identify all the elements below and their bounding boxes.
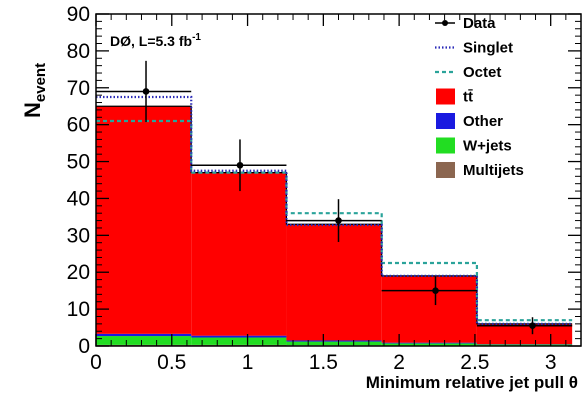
x-tick-label: 1 — [242, 351, 254, 374]
y-axis-title: Nevent — [20, 63, 49, 118]
stack-bar-wjets-bin2 — [191, 337, 287, 345]
model-curves — [96, 95, 573, 325]
axis-ticks: 0 10 20 30 40 50 60 70 80 90 0 0.5 1 1.5 2 2.5 3 — [67, 3, 581, 374]
y-axis-title-main: N — [20, 102, 45, 118]
stack-bar-other-bin3 — [286, 340, 382, 342]
x-tick-label: 1.5 — [309, 351, 338, 374]
legend-label-wplusjets: W+jets — [463, 138, 512, 155]
stack-bar-tt-bin4 — [381, 275, 477, 343]
data-points — [96, 60, 573, 335]
octet-line — [96, 119, 573, 322]
stack-bar-tt-bin2 — [191, 172, 287, 336]
stacked-histogram — [96, 105, 573, 346]
y-tick-label: 80 — [67, 40, 90, 63]
data-point-bin3 — [335, 217, 342, 224]
legend: Data Singlet Octet tt̄ Other W+jets Multijets — [435, 15, 524, 179]
y-tick-label: 40 — [67, 187, 90, 210]
stack-bar-wjets-bin3 — [286, 341, 382, 346]
legend-label-singlet: Singlet — [463, 40, 513, 57]
stack-bar-wjets-bin1 — [96, 336, 192, 345]
x-tick-label: 0.5 — [157, 351, 186, 374]
annotation-main: DØ, L=5.3 fb — [110, 33, 192, 49]
legend-label-tt: tt̄ — [463, 88, 473, 105]
y-tick-label: 0 — [78, 335, 90, 358]
y-tick-label: 20 — [67, 261, 90, 284]
y-tick-label: 70 — [67, 77, 90, 100]
data-point-bin1 — [142, 88, 150, 95]
stack-bar-other-bin2 — [191, 335, 287, 338]
legend-swatch-multijets — [436, 162, 455, 178]
legend-label-octet: Octet — [463, 64, 501, 81]
stack-bar-wjets-bin5 — [476, 344, 573, 346]
annotation-superscript: -1 — [192, 32, 201, 43]
y-tick-label: 30 — [67, 224, 90, 247]
experiment-annotation: DØ, L=5.3 fb-1 — [110, 32, 201, 49]
x-tick-label: 0 — [90, 351, 102, 374]
x-tick-label: 2 — [393, 351, 405, 374]
stack-bar-tt-bin1 — [96, 106, 192, 334]
x-tick-label: 2.5 — [460, 351, 489, 374]
data-point-bin5 — [529, 322, 536, 330]
y-tick-label: 10 — [67, 298, 90, 321]
y-axis-title-sub: event — [32, 63, 49, 102]
stack-bar-tt-bin3 — [286, 224, 382, 341]
legend-swatch-tt — [436, 88, 455, 105]
stack-bar-tt-bin5 — [476, 323, 573, 345]
legend-label-multijets: Multijets — [463, 162, 524, 179]
legend-swatch-wplusjets — [436, 137, 455, 154]
legend-swatch-other — [436, 113, 455, 129]
stack-bar-other-bin1 — [96, 333, 192, 337]
data-point-bin4 — [432, 287, 439, 294]
legend-marker-data — [442, 20, 448, 26]
y-tick-label: 60 — [67, 114, 90, 137]
legend-label-other: Other — [463, 113, 503, 130]
data-point-bin2 — [236, 161, 244, 169]
x-tick-label: 3 — [545, 351, 557, 374]
x-axis-title: Minimum relative jet pull θ — [366, 373, 578, 392]
y-tick-label: 50 — [67, 151, 90, 174]
y-tick-label: 90 — [67, 3, 90, 26]
legend-label-data: Data — [463, 15, 496, 32]
